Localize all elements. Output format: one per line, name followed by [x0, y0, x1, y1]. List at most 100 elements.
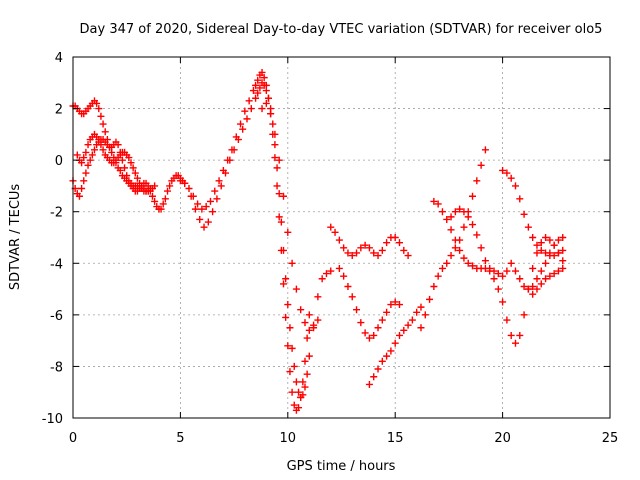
data-point — [84, 141, 92, 149]
data-point — [284, 228, 292, 236]
data-point — [529, 234, 537, 241]
data-point — [550, 241, 558, 249]
y-tick-label: -4 — [50, 257, 63, 272]
data-point — [241, 107, 249, 115]
data-point — [378, 357, 386, 365]
data-point — [507, 174, 515, 182]
x-axis-label: GPS time / hours — [287, 459, 396, 474]
data-point — [166, 182, 174, 190]
data-point — [503, 267, 511, 275]
data-point — [499, 298, 507, 306]
data-point — [456, 246, 464, 254]
series-arc-14 — [529, 264, 567, 298]
data-point — [95, 105, 103, 113]
data-point — [443, 259, 451, 267]
data-point — [108, 148, 116, 156]
data-points — [69, 68, 567, 414]
data-point — [226, 156, 234, 164]
data-point — [503, 169, 511, 177]
data-point — [460, 208, 468, 216]
data-point — [537, 239, 545, 247]
data-point — [286, 324, 294, 332]
data-point — [97, 141, 105, 149]
data-point — [99, 146, 107, 154]
data-point — [288, 344, 296, 352]
data-point — [222, 169, 230, 177]
data-point — [101, 128, 109, 136]
data-point — [271, 141, 279, 149]
y-tick-label: -2 — [50, 206, 63, 221]
data-point — [282, 313, 290, 321]
data-point — [365, 380, 373, 388]
data-point — [181, 179, 189, 187]
series-arc-10 — [417, 146, 489, 332]
data-point — [322, 270, 330, 278]
series-arc-6 — [258, 99, 322, 334]
data-point — [554, 236, 562, 244]
data-point — [292, 285, 300, 293]
data-point — [533, 285, 541, 293]
data-point — [451, 208, 459, 216]
data-point — [90, 146, 98, 154]
data-point — [507, 259, 515, 267]
data-point — [80, 154, 88, 162]
data-point — [93, 99, 101, 107]
data-point — [383, 239, 391, 247]
x-tick-label: 20 — [494, 431, 511, 446]
y-tick-label: 0 — [55, 154, 63, 169]
data-point — [516, 195, 524, 203]
data-point — [340, 272, 348, 280]
data-point — [243, 115, 251, 123]
data-point — [249, 87, 257, 95]
data-point — [78, 185, 86, 193]
y-axis-label: SDTVAR / TECUs — [8, 184, 23, 291]
data-point — [533, 275, 541, 283]
data-point — [271, 154, 279, 162]
data-point — [288, 388, 296, 396]
data-point — [237, 120, 245, 128]
data-point — [157, 205, 165, 213]
data-point — [88, 151, 96, 159]
data-point — [546, 236, 554, 244]
data-point — [344, 282, 352, 290]
data-point — [391, 298, 399, 306]
data-point — [546, 272, 554, 280]
data-point — [176, 177, 184, 185]
data-point — [395, 239, 403, 247]
data-point — [258, 68, 266, 76]
data-point — [473, 231, 481, 239]
data-point — [280, 246, 288, 254]
data-point — [301, 319, 309, 327]
data-point — [469, 221, 477, 229]
data-point — [481, 146, 489, 154]
data-point — [430, 282, 438, 290]
data-point — [215, 177, 223, 185]
data-point — [161, 195, 169, 203]
data-point — [318, 275, 326, 283]
data-point — [529, 290, 537, 298]
data-point — [374, 252, 382, 260]
data-point — [374, 365, 382, 373]
data-point — [262, 87, 270, 95]
data-point — [550, 252, 558, 260]
plot-frame — [72, 56, 611, 419]
data-point — [494, 285, 502, 293]
data-point — [116, 166, 124, 174]
data-point — [299, 378, 307, 386]
data-point — [404, 252, 412, 260]
data-point — [194, 200, 202, 208]
data-point — [473, 177, 481, 185]
data-point — [520, 311, 528, 319]
series-arc-3 — [73, 130, 152, 195]
data-point — [151, 182, 159, 190]
data-point — [477, 161, 485, 169]
data-point — [365, 244, 373, 252]
data-point — [297, 306, 305, 314]
data-point — [460, 223, 468, 231]
data-point — [395, 331, 403, 339]
x-tick-label: 15 — [387, 431, 404, 446]
data-point — [353, 306, 361, 314]
data-point — [486, 267, 494, 275]
data-point — [520, 210, 528, 218]
